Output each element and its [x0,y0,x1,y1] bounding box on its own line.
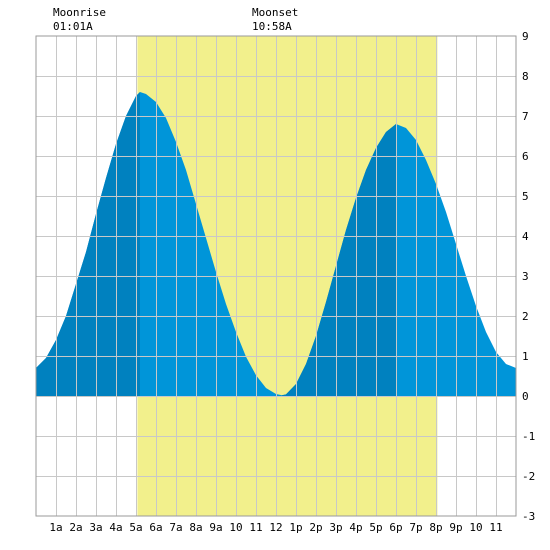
x-tick-label: 10 [469,521,482,534]
x-tick-label: 1a [49,521,62,534]
tide-rising-segment [36,92,140,396]
moon-annotations: Moonrise 01:01A Moonset 10:58A [53,6,298,33]
x-tick-label: 6p [389,521,402,534]
x-tick-label: 2a [69,521,82,534]
x-tick-label: 11 [489,521,502,534]
plot-frame [35,35,517,517]
x-tick-label: 12 [269,521,282,534]
x-tick-label: 5a [129,521,142,534]
y-tick-label: -3 [522,510,535,523]
moonset-label: Moonset [252,6,298,19]
moonrise-label: Moonrise [53,6,106,19]
x-tick-label: 6a [149,521,162,534]
y-tick-label: 1 [522,350,529,363]
moonset-time: 10:58A [252,20,292,33]
x-tick-label: 7p [409,521,422,534]
grid [36,36,516,516]
x-tick-label: 4a [109,521,122,534]
y-tick-label: 7 [522,110,529,123]
x-tick-label: 8p [429,521,442,534]
x-tick-label: 5p [369,521,382,534]
y-tick-label: 4 [522,230,529,243]
moonrise-time: 01:01A [53,20,93,33]
y-axis-ticks: -3 -2 -1 0 1 2 3 4 5 6 7 8 9 [522,30,535,523]
x-tick-label: 7a [169,521,182,534]
y-tick-label: 2 [522,310,529,323]
tide-rising-segment [282,124,396,396]
y-tick-label: 8 [522,70,529,83]
y-tick-label: 9 [522,30,529,43]
x-tick-label: 9p [449,521,462,534]
x-tick-label: 10 [229,521,242,534]
x-tick-label: 1p [289,521,302,534]
y-tick-label: 5 [522,190,529,203]
y-tick-label: -1 [522,430,535,443]
y-tick-label: -2 [522,470,535,483]
x-tick-label: 9a [209,521,222,534]
x-tick-label: 3p [329,521,342,534]
y-tick-label: 0 [522,390,529,403]
x-tick-label: 8a [189,521,202,534]
x-tick-label: 4p [349,521,362,534]
y-tick-label: 6 [522,150,529,163]
x-axis-ticks: 1a 2a 3a 4a 5a 6a 7a 8a 9a 10 11 12 1p 2p 3p 4p 5p 6p 7p 8p… [49,521,502,534]
y-tick-label: 3 [522,270,529,283]
x-tick-label: 2p [309,521,322,534]
x-tick-label: 11 [249,521,262,534]
x-tick-label: 3a [89,521,102,534]
